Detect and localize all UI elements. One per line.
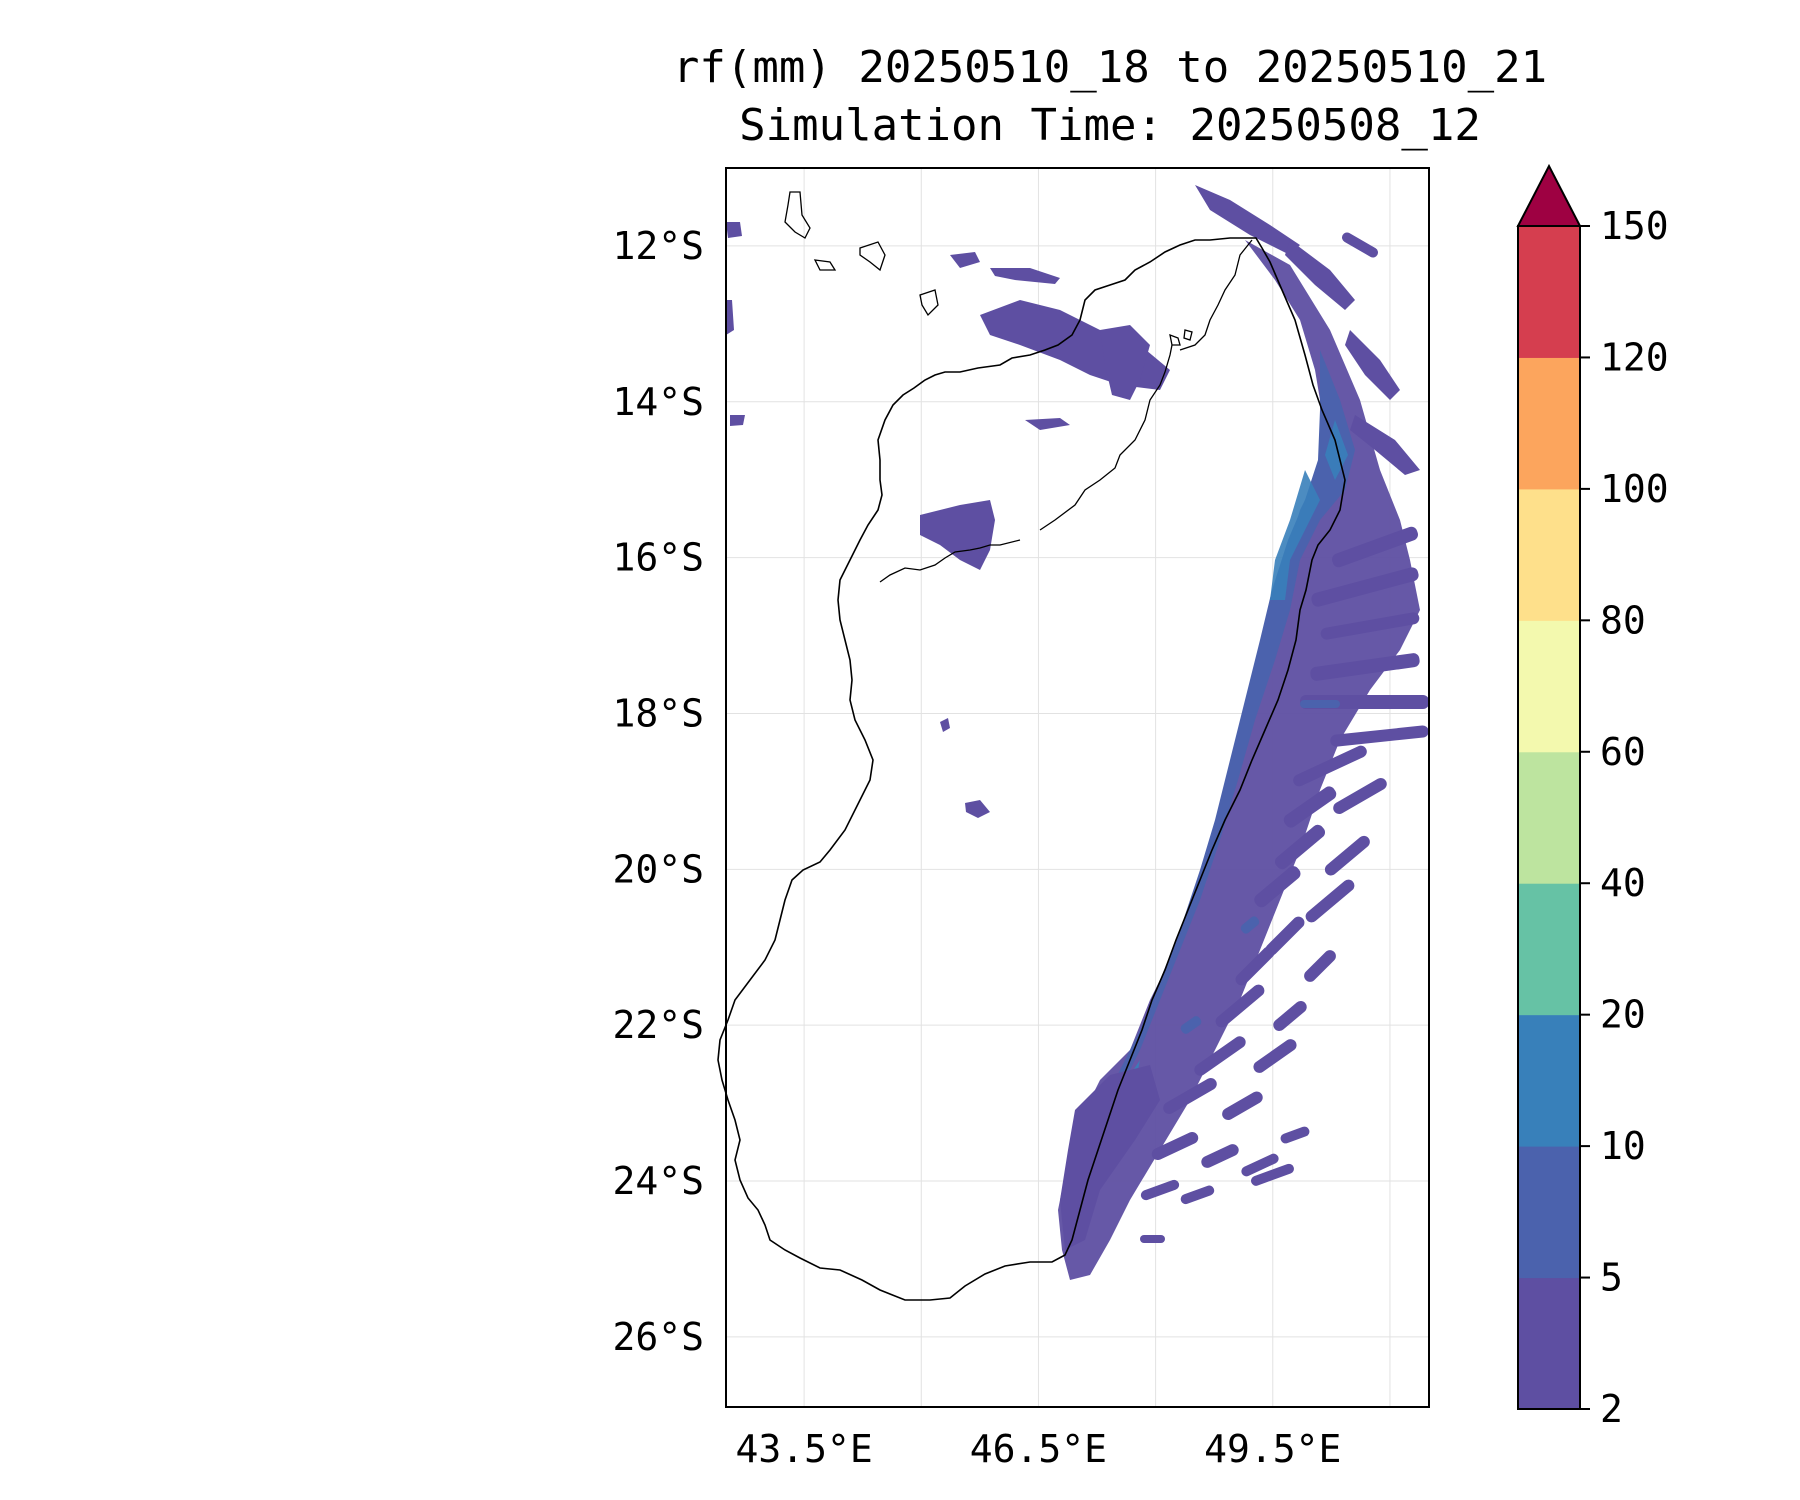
rain-blob-northwest-6 <box>1025 418 1070 430</box>
colorbar-segment-0 <box>1518 1277 1580 1410</box>
colorbar-tick-label-0: 2 <box>1600 1387 1623 1431</box>
colorbar-segment-4 <box>1518 751 1580 884</box>
map-gridlines <box>726 168 1429 1407</box>
rain-blob-northwest-5 <box>920 500 995 570</box>
rainfall-shading <box>726 185 1429 1280</box>
coastline-northwest <box>879 239 1253 583</box>
rain-streak-north-2 <box>1285 240 1355 310</box>
rain-blob-northwest-4 <box>950 252 980 268</box>
colorbar-tick-label-2: 10 <box>1600 1124 1646 1168</box>
colorbar-tick-label-3: 20 <box>1600 993 1646 1037</box>
latitude-tick-labels: 12°S 14°S 16°S 18°S 20°S 22°S 24°S 26°S <box>612 224 704 1359</box>
map-title-line-2: Simulation Time: 20250508_12 <box>739 100 1481 151</box>
rain-blob-central-2 <box>940 718 950 732</box>
map-frame <box>725 167 1430 1408</box>
colorbar-extend-arrow <box>1516 163 1582 227</box>
colorbar-tick-label-4: 40 <box>1600 861 1646 905</box>
colorbar-tick-label-6: 80 <box>1600 598 1646 642</box>
rain-blob-northwest-2 <box>1100 325 1150 400</box>
colorbar-outline <box>1517 225 1581 1410</box>
lat-tick-label-2: 16°S <box>612 536 704 580</box>
colorbar-segment-7 <box>1518 357 1580 490</box>
rain-blob-northwest-3 <box>990 268 1060 284</box>
colorbar-segment-8 <box>1518 226 1580 358</box>
lon-tick-label-0: 43.5°E <box>735 1427 872 1471</box>
colorbar-tick-label-8: 120 <box>1600 335 1669 379</box>
rain-offshore-cells-mid <box>1180 700 1340 1034</box>
rain-streak-north-4 <box>1350 415 1420 475</box>
rain-offshore-cells <box>1140 232 1429 1243</box>
islands <box>784 191 1193 346</box>
colorbar: 2 5 10 20 40 60 80 100 120 150 <box>1516 163 1669 1431</box>
coastline-madagascar <box>717 237 1346 1301</box>
rain-streak-north-1 <box>1195 185 1300 255</box>
colorbar-tick-label-5: 60 <box>1600 730 1646 774</box>
lat-tick-label-1: 14°S <box>612 380 704 424</box>
colorbar-segment-1 <box>1518 1146 1580 1279</box>
colorbar-segment-5 <box>1518 620 1580 753</box>
rain-blob-central <box>965 800 990 818</box>
lat-tick-label-3: 18°S <box>612 691 704 735</box>
lon-tick-label-2: 49.5°E <box>1204 1427 1341 1471</box>
rain-cluster-southeast <box>1060 1065 1160 1250</box>
lat-tick-label-5: 22°S <box>612 1003 704 1047</box>
colorbar-tick-label-9: 150 <box>1600 204 1669 248</box>
lat-tick-label-6: 24°S <box>612 1159 704 1203</box>
longitude-tick-labels: 43.5°E 46.5°E 49.5°E <box>735 1427 1341 1471</box>
rain-streak-north-3 <box>1345 330 1400 400</box>
lat-tick-label-7: 26°S <box>612 1315 704 1359</box>
colorbar-tick-label-1: 5 <box>1600 1256 1623 1300</box>
rain-blob-west-edge <box>726 222 745 426</box>
colorbar-segment-3 <box>1518 883 1580 1016</box>
lon-tick-label-1: 46.5°E <box>970 1427 1107 1471</box>
colorbar-segment-6 <box>1518 488 1580 621</box>
lat-tick-label-4: 20°S <box>612 847 704 891</box>
lat-tick-label-0: 12°S <box>612 224 704 268</box>
map-title-line-1: rf(mm) 20250510_18 to 20250510_21 <box>672 42 1548 93</box>
colorbar-tick-label-7: 100 <box>1600 467 1669 511</box>
colorbar-segment-2 <box>1518 1014 1580 1147</box>
